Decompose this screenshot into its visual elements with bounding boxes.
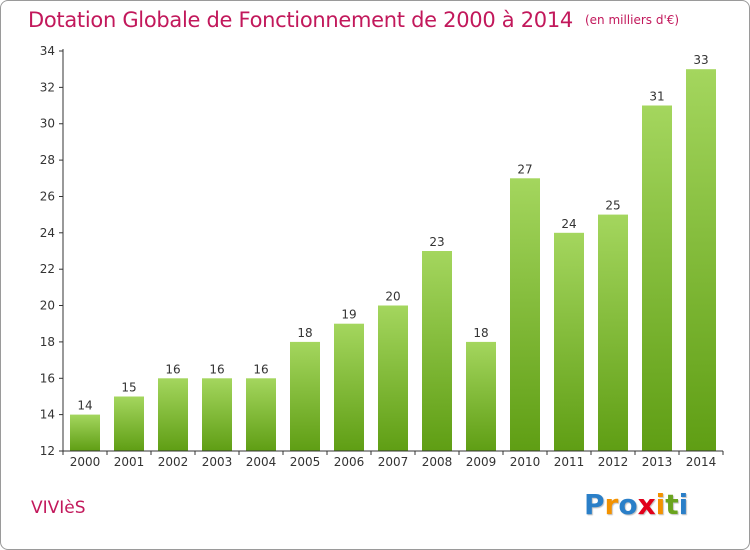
x-tick-label-2012: 2012 <box>598 455 629 469</box>
data-label-2003: 16 <box>209 362 224 376</box>
title-row: Dotation Globale de Fonctionnement de 20… <box>28 8 679 32</box>
x-tick-label-2007: 2007 <box>378 455 409 469</box>
y-tick-label-22: 22 <box>40 262 55 276</box>
bar-2006 <box>334 323 364 451</box>
labels-group: 14 2000 15 2001 16 2002 16 2003 16 2004 18 2005 19 20… <box>40 44 717 469</box>
x-tick-label-2004: 2004 <box>246 455 277 469</box>
data-label-2009: 18 <box>473 326 488 340</box>
axes-group <box>59 49 724 455</box>
x-tick-label-2002: 2002 <box>158 455 189 469</box>
y-tick-label-28: 28 <box>40 153 55 167</box>
data-label-2004: 16 <box>253 362 268 376</box>
y-tick-label-24: 24 <box>40 226 55 240</box>
x-tick-label-2009: 2009 <box>466 455 497 469</box>
x-tick-label-2008: 2008 <box>422 455 453 469</box>
bar-2004 <box>246 378 276 451</box>
logo-letter: x <box>637 488 656 521</box>
y-tick-label-20: 20 <box>40 299 55 313</box>
data-label-2007: 20 <box>385 290 400 304</box>
bar-2008 <box>422 251 452 451</box>
logo-letter: P <box>584 488 605 521</box>
y-tick-label-32: 32 <box>40 80 55 94</box>
logo-letter: r <box>604 488 619 521</box>
data-label-2011: 24 <box>561 217 576 231</box>
chart-subtitle: (en milliers d'€) <box>584 13 680 27</box>
bar-2007 <box>378 305 408 451</box>
x-tick-label-2003: 2003 <box>202 455 233 469</box>
bars-group <box>70 69 716 452</box>
y-tick-label-26: 26 <box>40 190 55 204</box>
bar-2003 <box>202 378 232 451</box>
x-tick-label-2001: 2001 <box>114 455 145 469</box>
data-label-2000: 14 <box>77 399 92 413</box>
place-name: VIVIèS <box>31 498 86 518</box>
data-label-2014: 33 <box>693 53 708 67</box>
data-label-2013: 31 <box>649 90 664 104</box>
y-tick-label-18: 18 <box>40 335 55 349</box>
y-tick-label-14: 14 <box>40 408 55 422</box>
bar-2014 <box>686 69 716 451</box>
data-label-2002: 16 <box>165 362 180 376</box>
logo-letter: i <box>655 488 666 521</box>
x-tick-label-2005: 2005 <box>290 455 321 469</box>
data-label-2001: 15 <box>121 381 136 395</box>
x-tick-label-2006: 2006 <box>334 455 365 469</box>
y-tick-label-12: 12 <box>40 444 55 458</box>
y-tick-label-30: 30 <box>40 117 55 131</box>
bar-2011 <box>554 232 584 451</box>
data-label-2008: 23 <box>429 235 444 249</box>
proxiti-logo: Proxiti <box>584 488 688 521</box>
x-tick-label-2011: 2011 <box>554 455 585 469</box>
x-tick-label-2000: 2000 <box>70 455 101 469</box>
bar-2010 <box>510 178 540 452</box>
data-label-2012: 25 <box>605 199 620 213</box>
bar-2012 <box>598 214 628 451</box>
bar-2013 <box>642 105 672 451</box>
bar-2000 <box>70 414 100 451</box>
data-label-2005: 18 <box>297 326 312 340</box>
x-tick-label-2010: 2010 <box>510 455 541 469</box>
data-label-2006: 19 <box>341 308 356 322</box>
y-tick-label-16: 16 <box>40 371 55 385</box>
y-tick-label-34: 34 <box>40 44 55 58</box>
chart-title: Dotation Globale de Fonctionnement de 20… <box>28 8 573 32</box>
data-label-2010: 27 <box>517 162 532 176</box>
logo-letter: o <box>618 488 638 521</box>
logo-letter: i <box>678 488 689 521</box>
logo-letter: t <box>665 488 679 521</box>
x-tick-label-2013: 2013 <box>642 455 673 469</box>
bar-2002 <box>158 378 188 451</box>
bar-2001 <box>114 396 144 451</box>
bar-2009 <box>466 341 496 451</box>
x-tick-label-2014: 2014 <box>686 455 717 469</box>
bar-2005 <box>290 341 320 451</box>
